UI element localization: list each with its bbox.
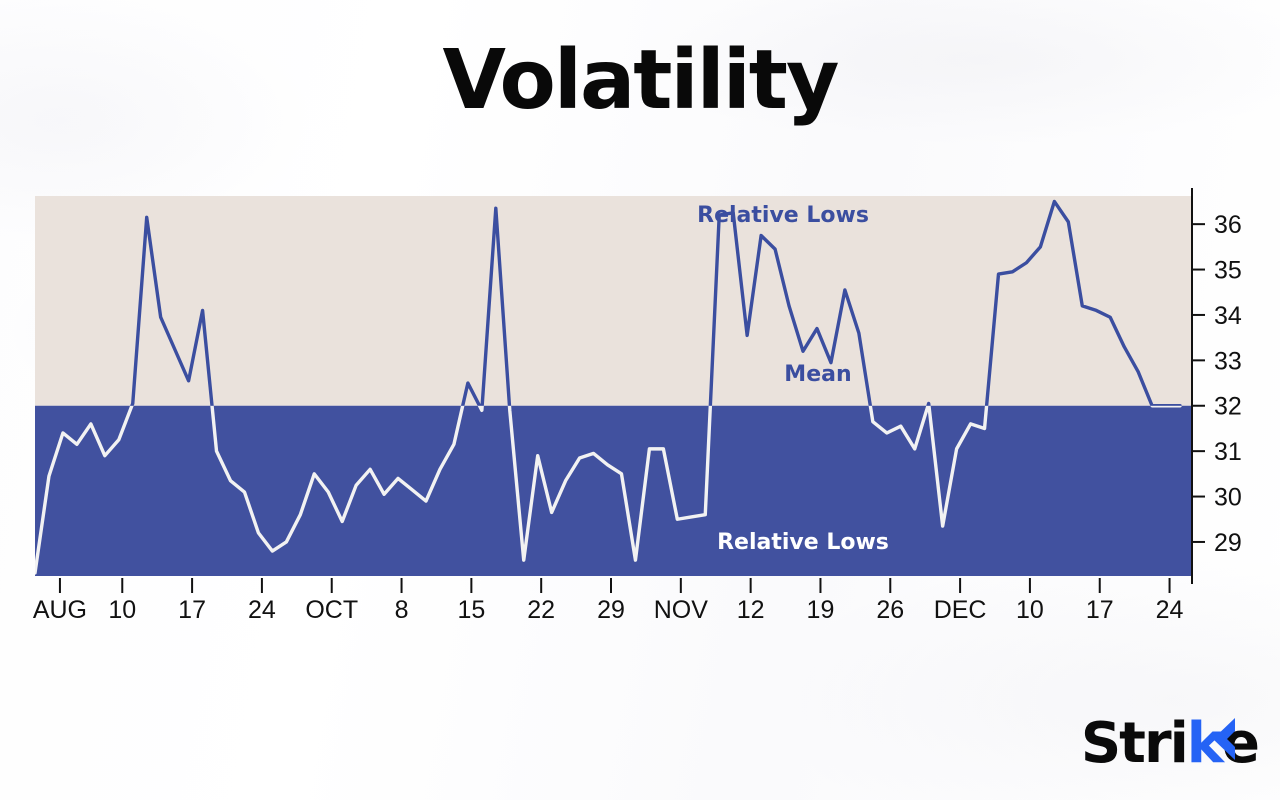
y-axis: 29 30 31 32 33 34 35 36 bbox=[1191, 188, 1242, 584]
logo-e-group: e bbox=[1213, 716, 1260, 772]
x-tick-label: 22 bbox=[527, 596, 555, 624]
x-tick-label: 24 bbox=[1156, 596, 1184, 624]
y-tick-label: 30 bbox=[1214, 484, 1242, 512]
volatility-line-below-mean bbox=[35, 405, 1182, 575]
y-tick-label: 36 bbox=[1214, 211, 1242, 239]
annotation-relative-lows-top: Relative Lows bbox=[697, 203, 869, 228]
band-below-mean bbox=[35, 405, 1192, 576]
y-tick-label: 34 bbox=[1214, 302, 1242, 330]
volatility-line-above-mean bbox=[130, 199, 1182, 406]
y-tick-label: 33 bbox=[1214, 347, 1242, 375]
x-tick-label: DEC bbox=[934, 596, 987, 624]
x-tick-label: 17 bbox=[178, 596, 206, 624]
x-tick-label: 10 bbox=[1016, 596, 1044, 624]
x-tick-label: 24 bbox=[248, 596, 276, 624]
y-tick-label: 35 bbox=[1214, 257, 1242, 285]
y-tick-label: 31 bbox=[1214, 438, 1242, 466]
x-axis: AUG 10 17 24 OCT 8 15 22 29 NOV 12 19 26 DEC 10 17 24 bbox=[33, 578, 1184, 624]
strike-logo: Stri k e bbox=[1080, 711, 1260, 776]
annotation-relative-lows-bottom: Relative Lows bbox=[717, 530, 889, 555]
y-tick-label: 32 bbox=[1214, 393, 1242, 421]
annotation-mean: Mean bbox=[784, 362, 851, 387]
page-title: Volatility bbox=[442, 33, 840, 128]
x-tick-label: 26 bbox=[876, 596, 904, 624]
x-tick-label: NOV bbox=[654, 596, 709, 624]
band-above-mean bbox=[35, 196, 1192, 406]
y-tick-label: 29 bbox=[1214, 529, 1242, 557]
x-tick-label: 17 bbox=[1086, 596, 1114, 624]
x-tick-label: AUG bbox=[33, 596, 87, 624]
x-tick-label: 19 bbox=[807, 596, 835, 624]
logo-text-stri: Stri bbox=[1080, 711, 1189, 776]
x-tick-label: 10 bbox=[108, 596, 136, 624]
x-tick-label: 29 bbox=[597, 596, 625, 624]
x-tick-label: OCT bbox=[305, 596, 358, 624]
x-tick-label: 12 bbox=[737, 596, 765, 624]
x-tick-label: 15 bbox=[457, 596, 485, 624]
chart-annotations: Relative Lows Mean Relative Lows bbox=[697, 203, 889, 555]
left-chevron-icon bbox=[1205, 716, 1239, 772]
x-tick-label: 8 bbox=[395, 596, 409, 624]
